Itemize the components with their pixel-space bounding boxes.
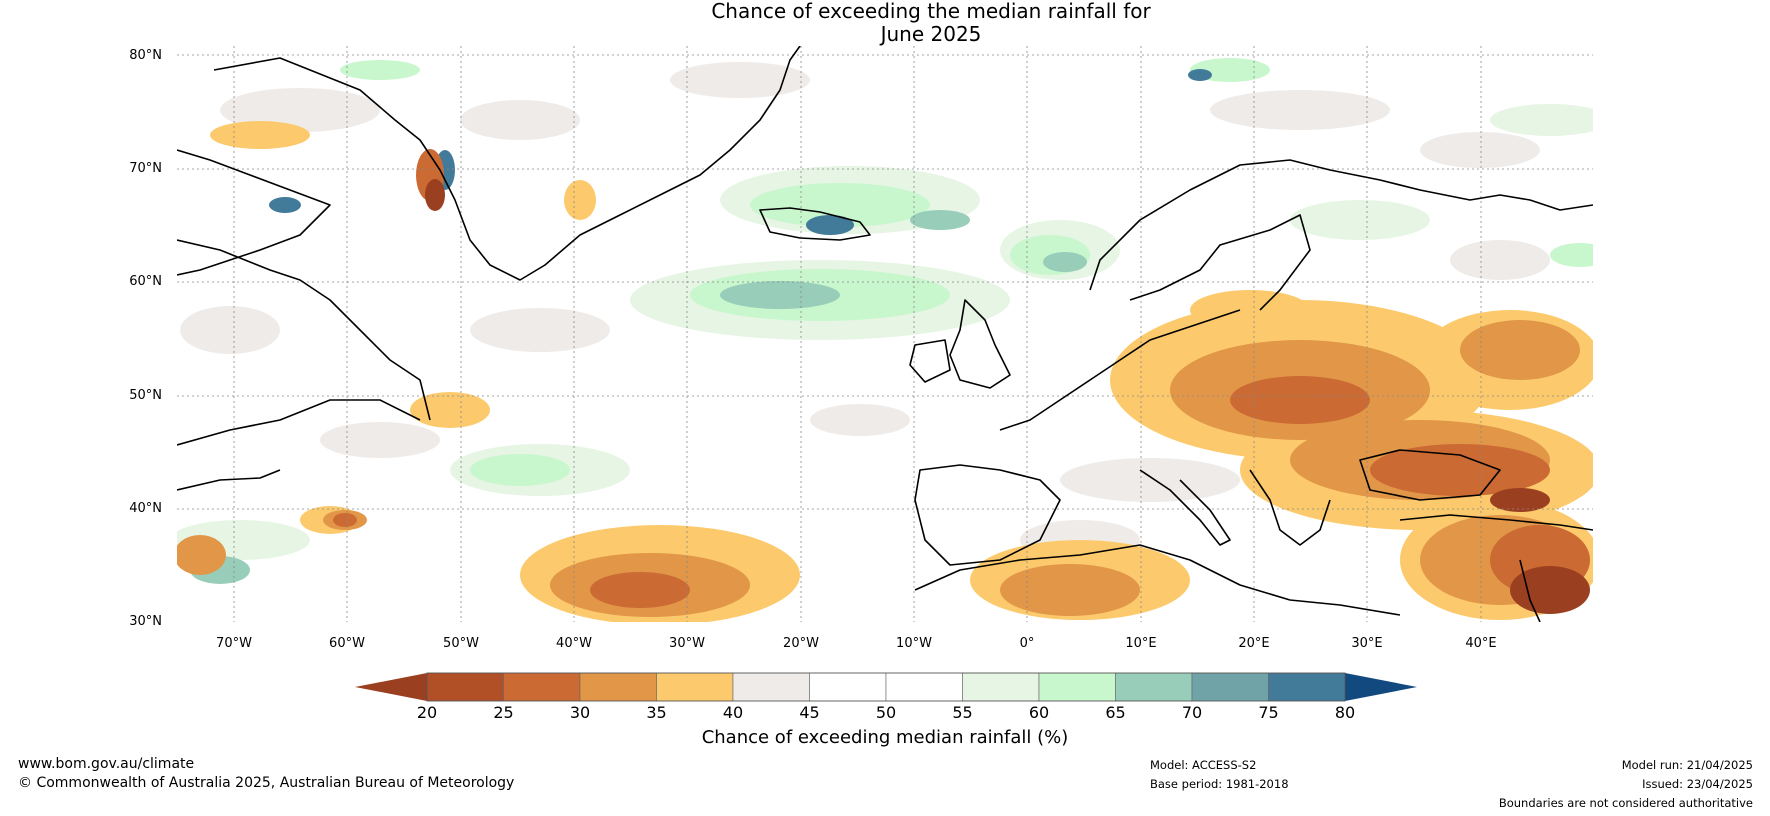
colorbar-tick-label: 40: [722, 703, 744, 722]
lat-label-40n: 40°N: [129, 501, 162, 516]
colorbar-tick-label: 45: [799, 703, 820, 722]
lon-label-60w: 60°W: [329, 636, 365, 651]
lon-label-40w: 40°W: [556, 636, 592, 651]
colorbar-tick-label: 65: [1105, 703, 1126, 722]
colorbar-cell: [809, 672, 887, 702]
lat-label-30n: 30°N: [129, 614, 162, 629]
map-title-line1: Chance of exceeding the median rainfall …: [711, 0, 1151, 23]
lon-label-20w: 20°W: [783, 636, 819, 651]
colorbar-cells: [426, 672, 1346, 702]
colorbar-tick-label: 25: [493, 703, 514, 722]
lon-label-40e: 40°E: [1465, 636, 1497, 651]
colorbar-cell: [1115, 672, 1193, 702]
map-title: Chance of exceeding the median rainfall …: [0, 0, 1770, 46]
lon-label-30e: 30°E: [1351, 636, 1383, 651]
colorbar-tick-label: 50: [875, 703, 897, 722]
above-median-mid: [340, 58, 1593, 486]
lon-label-30w: 30°W: [669, 636, 705, 651]
colorbar-cell: [503, 672, 581, 702]
colorbar-cell: [885, 672, 963, 702]
footer-boundaries: Boundaries are not considered authoritat…: [1498, 796, 1753, 810]
colorbar-title: Chance of exceeding median rainfall (%): [701, 727, 1069, 748]
map-title-line2: June 2025: [880, 22, 982, 46]
colorbar-cell: [1191, 672, 1269, 702]
colorbar-tick-label: 30: [569, 703, 591, 722]
footer-model-run: Model run: 21/04/2025: [1621, 758, 1753, 772]
lon-label-20e: 20°E: [1238, 636, 1270, 651]
colorbar-tick-label: 60: [1028, 703, 1050, 722]
colorbar-tick-label: 70: [1181, 703, 1203, 722]
colorbar-high-extend: [1345, 673, 1417, 701]
colorbar-cell: [1268, 672, 1346, 702]
lat-label-80n: 80°N: [129, 48, 162, 63]
coastlines: [177, 46, 1593, 622]
colorbar-tick-label: 20: [416, 703, 438, 722]
lon-label-0: 0°: [1019, 636, 1035, 651]
footer-website: www.bom.gov.au/climate: [18, 756, 195, 772]
lat-label-50n: 50°N: [129, 388, 162, 403]
colorbar-tick-label: 55: [952, 703, 973, 722]
lat-label-60n: 60°N: [129, 274, 162, 289]
colorbar-cell: [579, 672, 657, 702]
colorbar-cell: [732, 672, 810, 702]
footer-model: Model: ACCESS-S2: [1150, 758, 1257, 772]
colorbar-cell: [426, 672, 504, 702]
colorbar-cell: [656, 672, 734, 702]
footer-base-period: Base period: 1981-2018: [1150, 777, 1289, 791]
footer-copyright: © Commonwealth of Australia 2025, Austra…: [18, 775, 515, 791]
lon-label-70w: 70°W: [216, 636, 252, 651]
colorbar-low-extend: [355, 673, 427, 701]
colorbar-tick-label: 35: [646, 703, 667, 722]
colorbar-tick-label: 80: [1334, 703, 1356, 722]
colorbar-cell: [1038, 672, 1116, 702]
colorbar-tick-label: 75: [1258, 703, 1279, 722]
lat-label-70n: 70°N: [129, 161, 162, 176]
footer-issued: Issued: 23/04/2025: [1642, 777, 1753, 791]
colorbar-frame: [426, 672, 1346, 702]
below-median-very-strong: [425, 179, 1590, 614]
lon-label-10e: 10°E: [1125, 636, 1157, 651]
colorbar-cell: [962, 672, 1040, 702]
lon-label-10w: 10°W: [896, 636, 932, 651]
graticule: [177, 46, 1593, 622]
lon-label-50w: 50°W: [443, 636, 479, 651]
